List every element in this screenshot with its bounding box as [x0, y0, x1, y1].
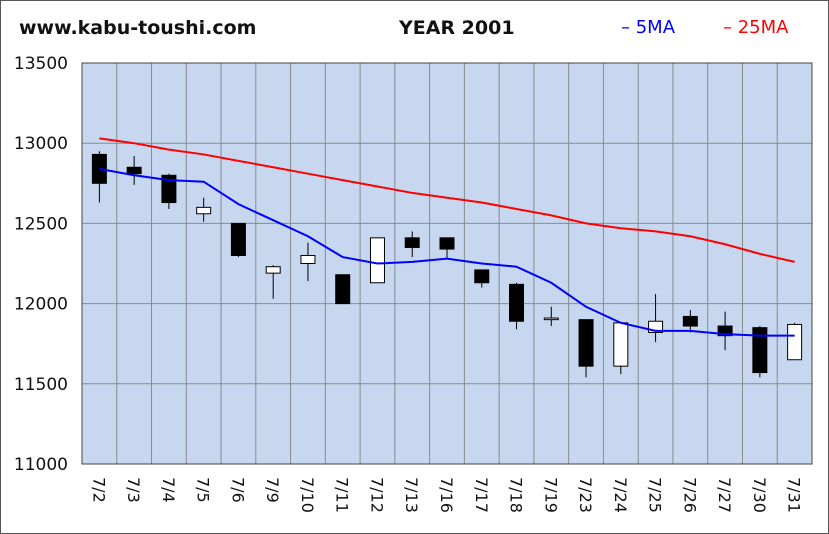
x-tick-label: 7/19 [541, 477, 560, 513]
x-tick-label: 7/23 [576, 477, 595, 513]
x-tick-label: 7/16 [437, 477, 456, 513]
y-tick-label: 11000 [14, 455, 68, 475]
candle-body [335, 274, 351, 305]
x-tick-label: 7/30 [750, 477, 769, 513]
x-tick-label: 7/6 [228, 477, 247, 503]
candle-body [682, 315, 698, 327]
legend-5ma: – 5MA [621, 17, 675, 38]
x-tick-label: 7/27 [715, 477, 734, 513]
x-tick-label: 7/4 [159, 477, 178, 503]
ma-line-25ma [99, 137, 795, 263]
x-tick-label: 7/9 [263, 477, 282, 503]
chart-title: YEAR 2001 [399, 17, 515, 39]
candle-body [787, 323, 803, 361]
candle-body [509, 283, 525, 322]
legend-5ma-dash: – [621, 17, 636, 38]
ma-line-5ma [99, 167, 795, 337]
x-tick-label: 7/5 [194, 477, 213, 503]
legend-25ma-label: 25MA [737, 17, 789, 38]
candle-body [543, 317, 559, 321]
candle-body [196, 206, 212, 215]
y-tick-label: 12500 [14, 214, 68, 234]
candle-body [648, 320, 664, 333]
x-tick-label: 7/13 [402, 477, 421, 513]
legend-5ma-label: 5MA [635, 17, 676, 38]
candle-body [369, 237, 385, 284]
candle-body [230, 222, 246, 256]
x-tick-label: 7/24 [611, 477, 630, 513]
legend-25ma: – 25MA [723, 17, 788, 38]
legend-25ma-dash: – [723, 17, 738, 38]
site-url: www.kabu-toushi.com [19, 17, 257, 39]
candle-body [265, 266, 281, 274]
candle-body [439, 237, 455, 250]
candle-body [752, 327, 768, 374]
x-tick-label: 7/26 [680, 477, 699, 513]
y-tick-label: 12000 [14, 295, 68, 315]
x-tick-label: 7/3 [124, 477, 143, 503]
plot-area [82, 63, 812, 464]
candle-body [717, 325, 733, 337]
candle-body [404, 237, 420, 248]
x-tick-label: 7/31 [785, 477, 804, 513]
x-tick-label: 7/10 [298, 477, 317, 513]
candle-body [613, 322, 629, 367]
candle-body [161, 174, 177, 204]
x-tick-label: 7/12 [367, 477, 386, 513]
y-tick-label: 13500 [14, 54, 68, 74]
x-tick-label: 7/11 [333, 477, 352, 513]
candle-body [578, 319, 594, 367]
y-tick-label: 11500 [14, 375, 68, 395]
candle-body [300, 254, 316, 264]
y-tick-label: 13000 [14, 134, 68, 154]
x-tick-label: 7/2 [89, 477, 108, 503]
x-tick-label: 7/25 [646, 477, 665, 513]
plot-border [81, 62, 813, 465]
candle-body [474, 269, 490, 284]
x-tick-label: 7/17 [472, 477, 491, 513]
candle-body [126, 166, 142, 175]
x-tick-label: 7/18 [507, 477, 526, 513]
